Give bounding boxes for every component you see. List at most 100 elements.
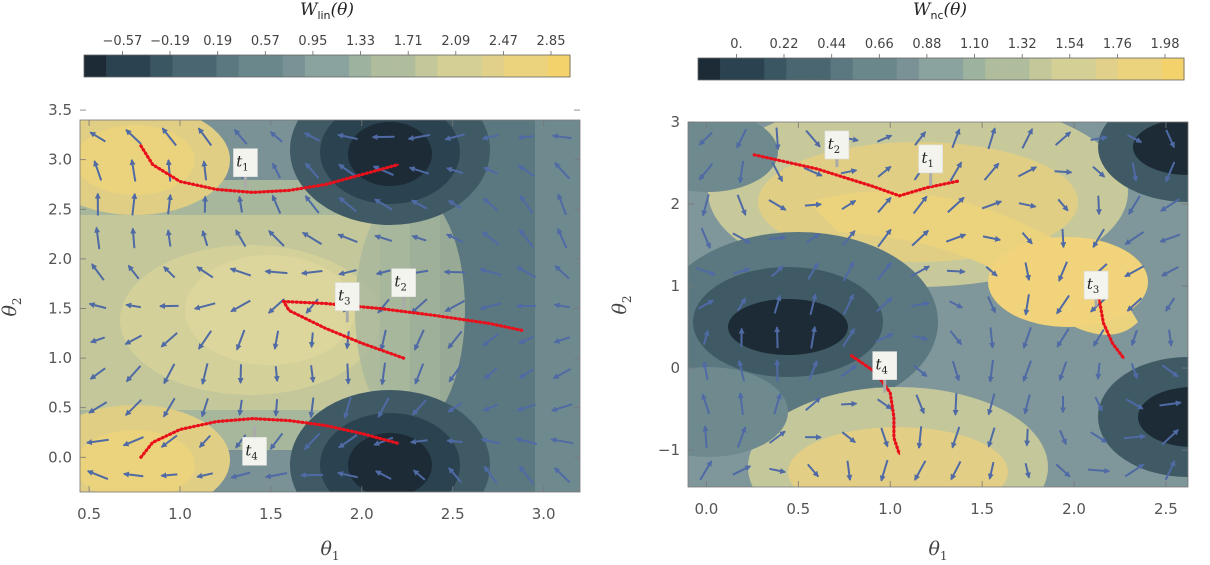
- vector-arrow: [372, 165, 394, 177]
- colorbar-cell: [282, 55, 306, 77]
- label-box: [242, 437, 267, 466]
- vector-field-right: [696, 127, 1182, 482]
- colorbar-frame-right: [697, 57, 1185, 81]
- colorbar-cell: [742, 58, 765, 80]
- vector-arrow: [1059, 429, 1067, 446]
- label-box: [1083, 270, 1109, 300]
- vector-arrow: [556, 227, 568, 249]
- vector-arrow: [337, 471, 359, 479]
- vector-arrow: [268, 230, 285, 247]
- vector-arrow: [201, 160, 208, 181]
- panel-right: Wnc(θ) 0. 0.22 0.44 0.66 0.88 1.10 1.32 1.54 1.7…: [609, 0, 1189, 563]
- vector-arrow: [193, 302, 216, 311]
- x-ticks-left: 0.5 1.0 1.5 2.0 2.5 3.0: [77, 120, 556, 523]
- vector-arrow: [1126, 297, 1143, 312]
- vector-arrow: [166, 193, 173, 215]
- vector-arrow: [338, 434, 358, 449]
- vector-arrow: [1056, 328, 1070, 348]
- vector-arrow: [805, 397, 821, 411]
- vector-arrow: [737, 359, 745, 382]
- vector-arrow: [1058, 361, 1068, 382]
- vector-arrow: [841, 431, 856, 444]
- colorbar-cell: [216, 55, 240, 77]
- vector-arrow: [698, 163, 714, 181]
- x-tick-label: 1.0: [168, 505, 192, 523]
- y-tick-label: 2: [670, 195, 680, 213]
- vector-arrow: [237, 195, 244, 213]
- y-tick-label: 2.0: [48, 250, 72, 268]
- vector-arrow: [412, 469, 426, 481]
- vector-arrow: [846, 460, 853, 481]
- vector-arrow: [774, 358, 781, 382]
- colorbar-cell: [808, 58, 832, 80]
- vector-arrow: [557, 193, 567, 216]
- vector-arrow: [162, 397, 176, 418]
- vector-arrow: [880, 427, 889, 448]
- x-axis-label-right: θ1: [928, 538, 947, 563]
- vector-arrow: [1024, 462, 1031, 479]
- vector-arrow: [233, 128, 248, 145]
- vector-arrow: [876, 296, 893, 313]
- colorbar-left: Wlin(θ) −0.57 −0.19 0.19 0.57 0.95 1.33 1.71 2.…: [83, 0, 571, 78]
- label-text: t4: [245, 441, 257, 462]
- vector-arrow: [840, 168, 858, 175]
- vector-arrow: [841, 199, 857, 211]
- vector-arrow: [447, 330, 463, 349]
- colorbar-cell: [1161, 58, 1185, 80]
- vector-arrow: [986, 296, 997, 314]
- vector-arrow: [697, 299, 715, 310]
- vector-arrow: [842, 327, 856, 348]
- vector-arrow: [163, 363, 176, 385]
- vector-arrow: [345, 363, 352, 385]
- vector-arrow: [914, 460, 927, 481]
- vector-arrow: [910, 265, 931, 278]
- vector-arrow: [840, 364, 858, 378]
- vector-arrow: [732, 232, 752, 244]
- vector-arrow: [129, 158, 137, 182]
- x-tick-label: 1.5: [970, 500, 994, 518]
- colorbar-tick-label: 1.32: [1008, 37, 1037, 52]
- vector-arrow: [983, 162, 1000, 181]
- vector-arrow: [1130, 329, 1138, 347]
- vector-arrow: [1060, 228, 1067, 249]
- vector-arrow: [1018, 202, 1037, 209]
- colorbar-cell: [194, 55, 218, 77]
- vector-arrow: [444, 133, 465, 142]
- vector-arrow: [987, 359, 994, 383]
- vector-arrow: [303, 132, 321, 142]
- colorbar-ticks-right: 0. 0.22 0.44 0.66 0.88 1.10 1.32 1.54 1.76 1.98: [730, 37, 1179, 58]
- vector-arrow: [125, 302, 142, 309]
- vector-arrow: [841, 400, 858, 407]
- colorbar-tick-label: 0.22: [770, 37, 799, 52]
- plot-frame-left: [79, 119, 581, 493]
- colorbar-cell: [371, 55, 394, 77]
- vector-arrow: [344, 331, 351, 350]
- vector-arrow: [877, 228, 892, 248]
- colorbar-cell: [128, 55, 151, 77]
- label-text: t3: [1087, 275, 1099, 296]
- vector-arrow: [160, 332, 178, 348]
- trajectory-labels-right: t1 t2 t3 t4: [824, 130, 1109, 393]
- colorbar-cell: [1139, 58, 1163, 80]
- vector-arrow: [374, 198, 393, 211]
- colorbar-tick-label: 1.33: [346, 34, 375, 49]
- vector-arrow: [1092, 228, 1105, 248]
- vector-arrow: [804, 201, 822, 208]
- vector-arrow: [915, 394, 925, 415]
- label-text: t2: [828, 135, 840, 156]
- vector-arrow: [550, 403, 573, 413]
- vector-arrow: [481, 231, 500, 246]
- colorbar-cell: [720, 58, 743, 80]
- vector-arrow: [479, 302, 502, 311]
- colorbar-title-right: Wnc(θ): [913, 0, 967, 22]
- vector-arrow: [803, 166, 823, 177]
- y-tick-label: 0.5: [48, 399, 72, 417]
- colorbar-ticks-left: −0.57 −0.19 0.19 0.57 0.95 1.33 1.71 2.09 2.47 2.…: [102, 34, 565, 55]
- colorbar-cell: [896, 58, 920, 80]
- colorbar-cell: [459, 55, 483, 77]
- vector-arrow: [877, 398, 893, 410]
- vector-arrow: [1024, 262, 1031, 282]
- colorbar-tick-label: 0.44: [817, 37, 846, 52]
- vector-arrow: [1023, 294, 1030, 316]
- vector-arrow: [309, 365, 316, 383]
